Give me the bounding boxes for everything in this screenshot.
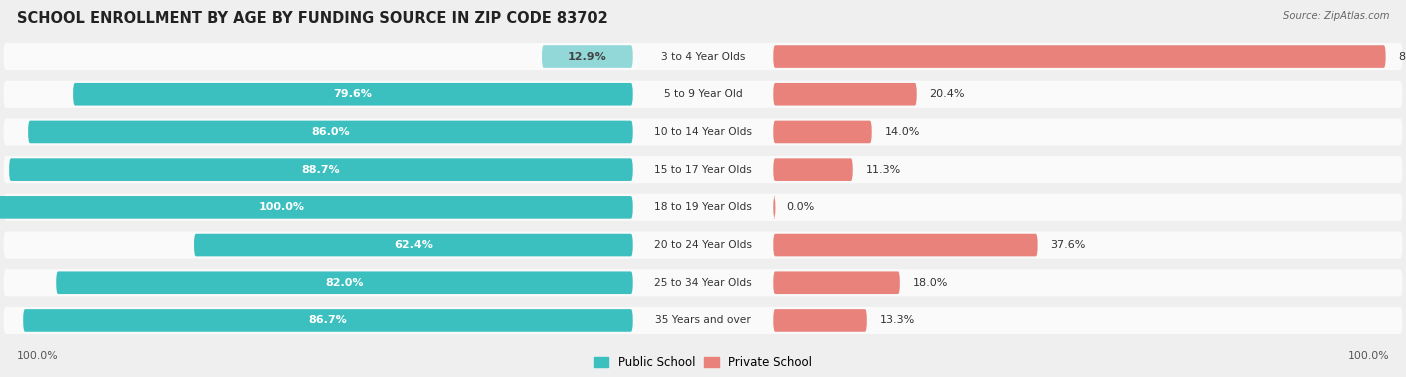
Text: 37.6%: 37.6% xyxy=(1050,240,1085,250)
Text: 100.0%: 100.0% xyxy=(17,351,59,361)
Text: 18.0%: 18.0% xyxy=(912,278,948,288)
Text: 5 to 9 Year Old: 5 to 9 Year Old xyxy=(664,89,742,99)
Text: 0.0%: 0.0% xyxy=(786,202,814,212)
FancyBboxPatch shape xyxy=(10,158,633,181)
Text: 86.7%: 86.7% xyxy=(308,316,347,325)
Text: 18 to 19 Year Olds: 18 to 19 Year Olds xyxy=(654,202,752,212)
Text: 11.3%: 11.3% xyxy=(866,165,901,175)
FancyBboxPatch shape xyxy=(773,196,776,219)
Text: 13.3%: 13.3% xyxy=(880,316,915,325)
FancyBboxPatch shape xyxy=(3,43,1403,70)
FancyBboxPatch shape xyxy=(773,45,1385,68)
FancyBboxPatch shape xyxy=(28,121,633,143)
Text: 62.4%: 62.4% xyxy=(394,240,433,250)
Text: 20 to 24 Year Olds: 20 to 24 Year Olds xyxy=(654,240,752,250)
FancyBboxPatch shape xyxy=(0,196,633,219)
FancyBboxPatch shape xyxy=(56,271,633,294)
Text: 86.0%: 86.0% xyxy=(311,127,350,137)
FancyBboxPatch shape xyxy=(543,45,633,68)
Text: Source: ZipAtlas.com: Source: ZipAtlas.com xyxy=(1282,11,1389,21)
FancyBboxPatch shape xyxy=(773,121,872,143)
FancyBboxPatch shape xyxy=(22,309,633,332)
FancyBboxPatch shape xyxy=(773,83,917,106)
FancyBboxPatch shape xyxy=(773,158,852,181)
Text: 100.0%: 100.0% xyxy=(259,202,304,212)
FancyBboxPatch shape xyxy=(773,271,900,294)
Text: 10 to 14 Year Olds: 10 to 14 Year Olds xyxy=(654,127,752,137)
FancyBboxPatch shape xyxy=(3,231,1403,259)
FancyBboxPatch shape xyxy=(3,118,1403,146)
FancyBboxPatch shape xyxy=(773,234,1038,256)
Text: 15 to 17 Year Olds: 15 to 17 Year Olds xyxy=(654,165,752,175)
FancyBboxPatch shape xyxy=(3,194,1403,221)
FancyBboxPatch shape xyxy=(73,83,633,106)
Text: 3 to 4 Year Olds: 3 to 4 Year Olds xyxy=(661,52,745,61)
Legend: Public School, Private School: Public School, Private School xyxy=(593,356,813,369)
FancyBboxPatch shape xyxy=(194,234,633,256)
Text: 79.6%: 79.6% xyxy=(333,89,373,99)
Text: 87.1%: 87.1% xyxy=(1398,52,1406,61)
FancyBboxPatch shape xyxy=(3,156,1403,183)
Text: 82.0%: 82.0% xyxy=(325,278,364,288)
Text: 35 Years and over: 35 Years and over xyxy=(655,316,751,325)
FancyBboxPatch shape xyxy=(3,81,1403,108)
Text: 88.7%: 88.7% xyxy=(302,165,340,175)
Text: 14.0%: 14.0% xyxy=(884,127,920,137)
Text: SCHOOL ENROLLMENT BY AGE BY FUNDING SOURCE IN ZIP CODE 83702: SCHOOL ENROLLMENT BY AGE BY FUNDING SOUR… xyxy=(17,11,607,26)
Text: 12.9%: 12.9% xyxy=(568,52,607,61)
Text: 25 to 34 Year Olds: 25 to 34 Year Olds xyxy=(654,278,752,288)
Text: 20.4%: 20.4% xyxy=(929,89,965,99)
FancyBboxPatch shape xyxy=(773,309,866,332)
FancyBboxPatch shape xyxy=(3,307,1403,334)
FancyBboxPatch shape xyxy=(3,269,1403,296)
Text: 100.0%: 100.0% xyxy=(1347,351,1389,361)
